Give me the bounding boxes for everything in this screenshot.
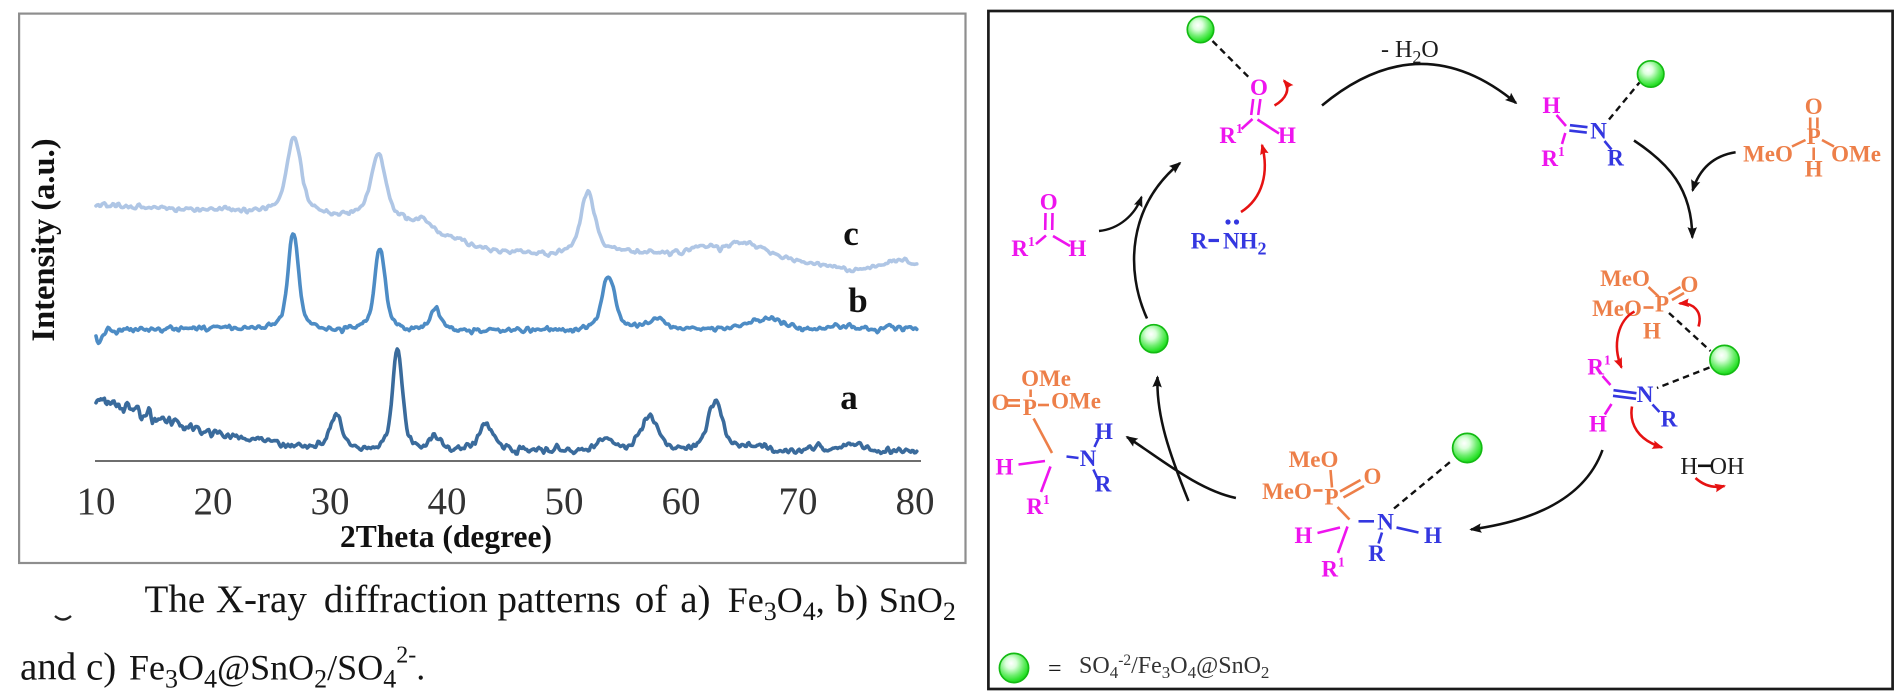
svg-text:60: 60 xyxy=(662,480,701,523)
svg-text:H: H xyxy=(1589,412,1607,437)
svg-text:H: H xyxy=(1095,419,1113,444)
svg-text:The: The xyxy=(145,578,206,621)
svg-text:OMe: OMe xyxy=(1021,366,1071,391)
svg-text:and: and xyxy=(20,646,77,689)
svg-text:N: N xyxy=(1377,510,1394,535)
svg-text:O: O xyxy=(1681,272,1699,297)
svg-text:OH: OH xyxy=(1710,454,1745,480)
svg-text:50: 50 xyxy=(545,480,584,523)
svg-text:=: = xyxy=(1048,656,1062,682)
svg-text:20: 20 xyxy=(194,480,233,523)
svg-text:P: P xyxy=(1023,395,1037,420)
svg-text:R: R xyxy=(1661,407,1678,432)
svg-text:OMe: OMe xyxy=(1051,389,1101,414)
svg-text:R: R xyxy=(1095,472,1112,497)
svg-text:MeO: MeO xyxy=(1743,142,1793,167)
svg-text:MeO: MeO xyxy=(1600,266,1650,291)
svg-text:of: of xyxy=(635,578,668,621)
svg-text:H: H xyxy=(1424,523,1442,548)
svg-text:N: N xyxy=(1590,119,1607,144)
svg-text:OMe: OMe xyxy=(1831,142,1881,167)
svg-text:10: 10 xyxy=(77,480,116,523)
svg-text:O: O xyxy=(1364,464,1382,489)
svg-text:H: H xyxy=(1680,454,1697,480)
svg-text:SO4-2/Fe3O4@SnO2: SO4-2/Fe3O4@SnO2 xyxy=(1079,652,1269,682)
svg-text:Fe3O4@SnO2/SO42-.: Fe3O4@SnO2/SO42-. xyxy=(129,643,425,694)
svg-text:R: R xyxy=(1191,229,1208,254)
svg-text:- H2O: - H2O xyxy=(1381,37,1439,67)
svg-text:diffraction: diffraction xyxy=(324,578,488,621)
svg-text:MeO: MeO xyxy=(1592,296,1642,321)
svg-text:X-ray: X-ray xyxy=(216,578,307,621)
svg-text:Intensity (a.u.): Intensity (a.u.) xyxy=(26,138,62,341)
svg-text:a: a xyxy=(840,378,858,417)
svg-text:c: c xyxy=(843,214,859,253)
svg-text:R: R xyxy=(1368,541,1385,566)
svg-text:H: H xyxy=(996,455,1014,480)
svg-text:40: 40 xyxy=(428,480,467,523)
svg-text:H: H xyxy=(1295,523,1313,548)
svg-text:H: H xyxy=(1069,236,1087,261)
svg-text:O: O xyxy=(1250,75,1268,100)
svg-text:N: N xyxy=(1637,382,1654,407)
svg-text:H: H xyxy=(1278,123,1296,148)
svg-text:H: H xyxy=(1805,157,1823,182)
svg-text:MeO: MeO xyxy=(1262,479,1312,504)
svg-text:70: 70 xyxy=(779,480,818,523)
svg-text:O: O xyxy=(992,390,1010,415)
svg-text:O: O xyxy=(1805,94,1823,119)
svg-text:MeO: MeO xyxy=(1289,447,1339,472)
svg-text:P: P xyxy=(1807,124,1821,149)
svg-text:a): a) xyxy=(680,578,710,621)
svg-text:c): c) xyxy=(86,646,116,689)
svg-text:P: P xyxy=(1655,292,1669,317)
svg-text:H: H xyxy=(1543,93,1561,118)
svg-text:80: 80 xyxy=(896,480,935,523)
svg-text:30: 30 xyxy=(311,480,350,523)
svg-text:2Theta (degree): 2Theta (degree) xyxy=(340,519,552,554)
svg-text:b): b) xyxy=(836,578,869,621)
svg-text:b: b xyxy=(848,281,867,320)
svg-text:H: H xyxy=(1643,319,1661,344)
svg-text:R: R xyxy=(1607,146,1624,171)
svg-text:P: P xyxy=(1324,485,1338,510)
svg-text:O: O xyxy=(1040,190,1058,215)
svg-text:patterns: patterns xyxy=(498,578,621,621)
svg-text:N: N xyxy=(1080,446,1097,471)
